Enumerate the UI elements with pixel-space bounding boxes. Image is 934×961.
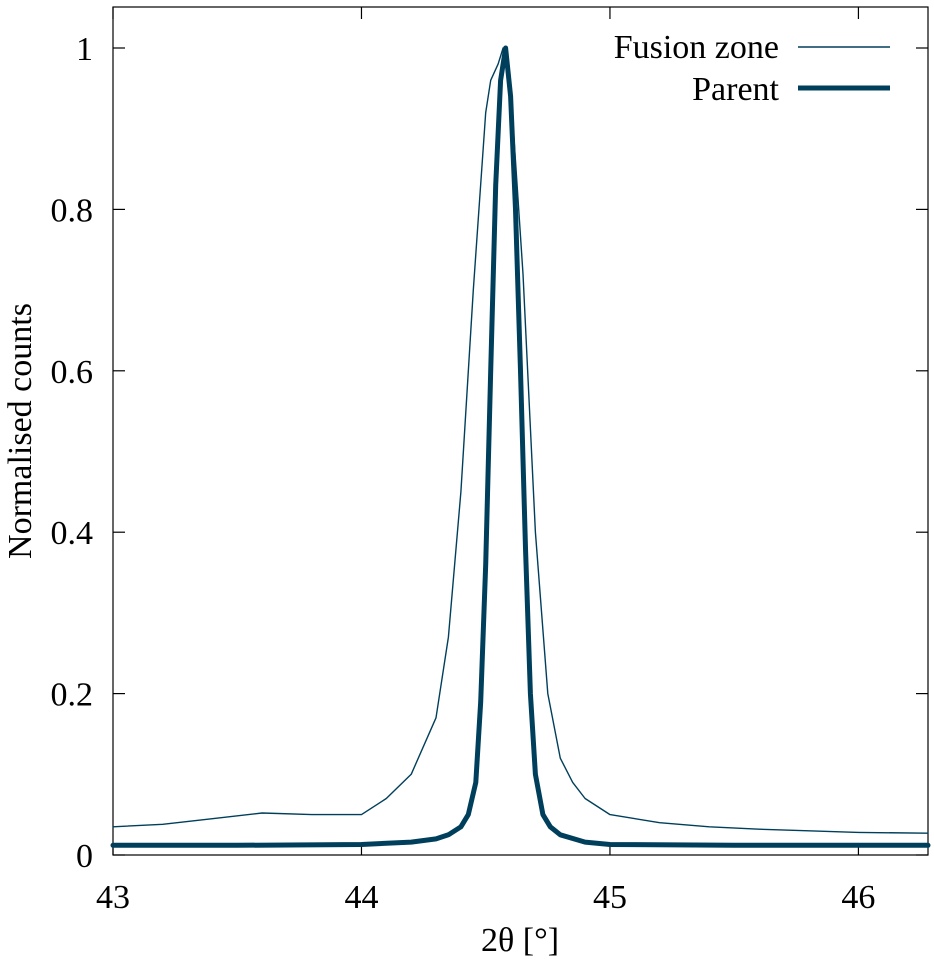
y-axis-title: Normalised counts [2, 303, 39, 559]
x-axis-title: 2θ [°] [481, 922, 559, 959]
legend-label-parent: Parent [692, 71, 779, 108]
axis-ticks [112, 7, 928, 856]
y-tick-label: 0.6 [51, 354, 94, 391]
y-tick-label: 0 [76, 838, 93, 875]
y-tick-label: 0.4 [51, 515, 94, 552]
tick-labels: 43 44 45 46 0 0.2 0.4 0.6 0.8 1 [51, 31, 876, 916]
x-tick-label: 44 [344, 879, 378, 916]
legend-label-fusion-zone: Fusion zone [614, 29, 779, 66]
plot-frame [112, 6, 929, 856]
x-tick-label: 45 [593, 879, 627, 916]
y-tick-label: 1 [76, 31, 93, 68]
legend: Fusion zone Parent [614, 29, 890, 108]
y-tick-label: 0.8 [51, 192, 94, 229]
x-tick-label: 46 [841, 879, 875, 916]
series-line-parent [110, 45, 931, 848]
series-layer [110, 45, 931, 848]
x-tick-label: 43 [96, 879, 130, 916]
y-tick-label: 0.2 [51, 677, 94, 714]
